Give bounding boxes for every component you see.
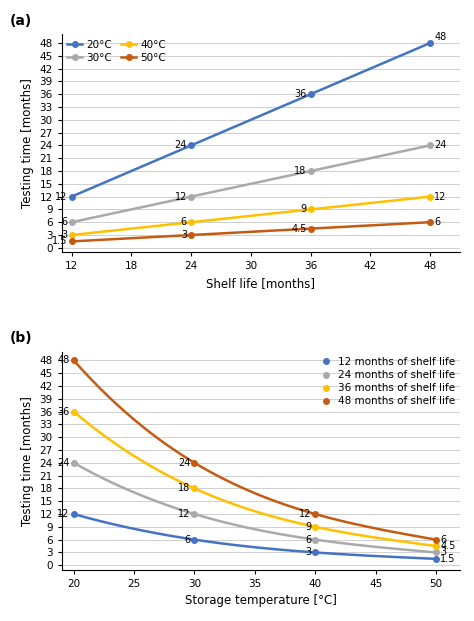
Line: 50°C: 50°C	[69, 219, 433, 244]
Text: 48: 48	[434, 32, 447, 42]
Text: 24: 24	[57, 458, 70, 468]
40°C	[308, 206, 313, 213]
Text: 4.5: 4.5	[291, 224, 307, 233]
Text: 12: 12	[57, 509, 70, 519]
50°C	[308, 225, 313, 232]
Legend: 12 months of shelf life, 24 months of shelf life, 36 months of shelf life, 48 mo: 12 months of shelf life, 24 months of sh…	[318, 357, 455, 406]
Text: (b): (b)	[10, 332, 32, 345]
30°C	[428, 142, 433, 149]
40°C	[428, 193, 433, 201]
Text: 36: 36	[57, 407, 70, 417]
36 months of shelf life	[312, 523, 318, 530]
Text: 18: 18	[294, 166, 307, 176]
Text: 6: 6	[61, 217, 67, 227]
Line: 30°C: 30°C	[69, 143, 433, 225]
Line: 20°C: 20°C	[69, 40, 433, 199]
Text: 12: 12	[178, 509, 190, 519]
36 months of shelf life	[191, 485, 197, 492]
Text: 3: 3	[61, 230, 67, 240]
Text: 24: 24	[434, 140, 447, 150]
Line: 48 months of shelf life: 48 months of shelf life	[71, 358, 439, 542]
24 months of shelf life	[191, 510, 197, 518]
Text: 6: 6	[305, 535, 311, 545]
30°C	[188, 193, 194, 201]
40°C	[69, 231, 74, 238]
Text: 4.5: 4.5	[440, 541, 456, 551]
Text: 6: 6	[440, 535, 446, 545]
30°C	[308, 167, 313, 175]
24 months of shelf life	[433, 549, 439, 556]
Text: 18: 18	[178, 483, 190, 494]
Text: 48: 48	[57, 355, 70, 365]
Text: 24: 24	[174, 140, 187, 150]
48 months of shelf life	[191, 459, 197, 466]
20°C	[308, 91, 313, 98]
Text: 1.5: 1.5	[440, 554, 456, 564]
24 months of shelf life	[312, 536, 318, 543]
Text: 12: 12	[55, 192, 67, 202]
Text: 6: 6	[181, 217, 187, 227]
Text: 36: 36	[294, 89, 307, 99]
Line: 36 months of shelf life: 36 months of shelf life	[71, 409, 439, 549]
X-axis label: Shelf life [months]: Shelf life [months]	[206, 277, 315, 289]
Text: 9: 9	[301, 204, 307, 214]
Text: 3: 3	[305, 548, 311, 558]
Text: 9: 9	[305, 522, 311, 532]
20°C	[428, 39, 433, 47]
Text: 6: 6	[434, 217, 440, 227]
12 months of shelf life	[191, 536, 197, 543]
X-axis label: Storage temperature [°C]: Storage temperature [°C]	[185, 594, 337, 607]
Text: 6: 6	[184, 535, 190, 545]
Text: 12: 12	[299, 509, 311, 519]
12 months of shelf life	[433, 555, 439, 563]
Text: 3: 3	[181, 230, 187, 240]
Text: 24: 24	[178, 458, 190, 468]
50°C	[428, 219, 433, 226]
Text: 1.5: 1.5	[52, 237, 67, 247]
36 months of shelf life	[71, 408, 77, 415]
Text: 3: 3	[440, 548, 446, 558]
12 months of shelf life	[71, 510, 77, 518]
48 months of shelf life	[433, 536, 439, 543]
36 months of shelf life	[433, 542, 439, 550]
Text: (a): (a)	[10, 14, 32, 28]
Line: 40°C: 40°C	[69, 194, 433, 238]
24 months of shelf life	[71, 459, 77, 466]
30°C	[69, 219, 74, 226]
12 months of shelf life	[312, 549, 318, 556]
20°C	[69, 193, 74, 201]
Line: 12 months of shelf life: 12 months of shelf life	[71, 511, 439, 561]
Y-axis label: Testing time [months]: Testing time [months]	[21, 396, 34, 525]
Text: 12: 12	[174, 192, 187, 202]
Text: 12: 12	[434, 192, 447, 202]
Line: 24 months of shelf life: 24 months of shelf life	[71, 460, 439, 555]
50°C	[69, 238, 74, 245]
48 months of shelf life	[312, 510, 318, 518]
20°C	[188, 142, 194, 149]
40°C	[188, 219, 194, 226]
Y-axis label: Testing time [months]: Testing time [months]	[21, 78, 34, 208]
Legend: 20°C, 30°C, 40°C, 50°C: 20°C, 30°C, 40°C, 50°C	[67, 40, 166, 63]
48 months of shelf life	[71, 356, 77, 364]
50°C	[188, 231, 194, 238]
